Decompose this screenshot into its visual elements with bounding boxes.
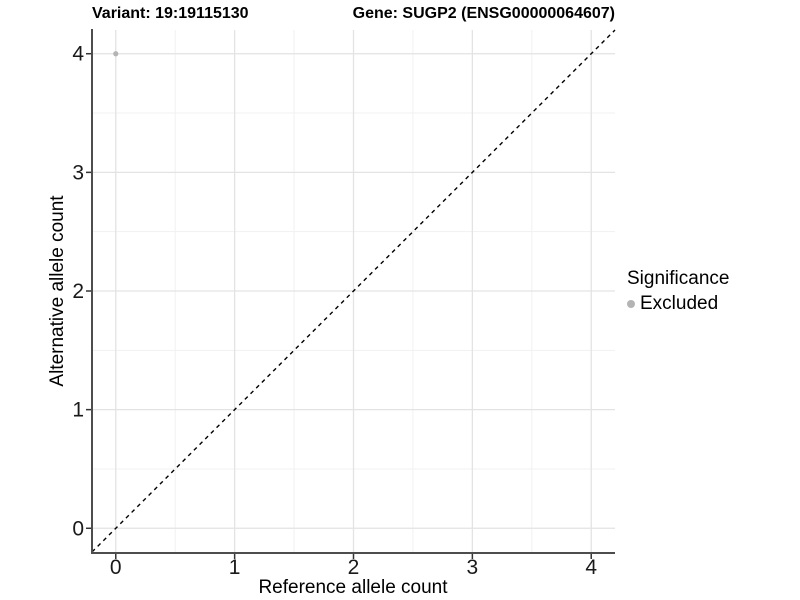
legend-entry-label: Excluded xyxy=(640,293,719,314)
excluded-point-icon xyxy=(627,300,635,308)
legend: Significance Excluded xyxy=(627,268,729,315)
x-tick-label: 4 xyxy=(585,556,597,579)
y-tick-label: 2 xyxy=(72,280,84,303)
y-tick-label: 0 xyxy=(72,517,84,540)
x-tick-label: 2 xyxy=(348,556,360,579)
y-tick-label: 4 xyxy=(72,43,84,66)
x-tick-label: 1 xyxy=(229,556,241,579)
y-tick-label: 3 xyxy=(72,161,84,184)
x-tick-label: 0 xyxy=(110,556,122,579)
gene-title: Gene: SUGP2 (ENSG00000064607) xyxy=(352,5,615,22)
x-tick-label: 3 xyxy=(467,556,479,579)
x-axis-label: Reference allele count xyxy=(258,577,448,598)
identity-dashed-line xyxy=(91,29,616,553)
legend-title: Significance xyxy=(627,268,730,289)
variant-title: Variant: 19:19115130 xyxy=(92,5,249,22)
y-axis-label: Alternative allele count xyxy=(47,195,68,387)
data-point xyxy=(113,51,119,57)
legend-entry-excluded: Excluded xyxy=(627,293,729,315)
y-tick-label: 1 xyxy=(72,399,84,422)
